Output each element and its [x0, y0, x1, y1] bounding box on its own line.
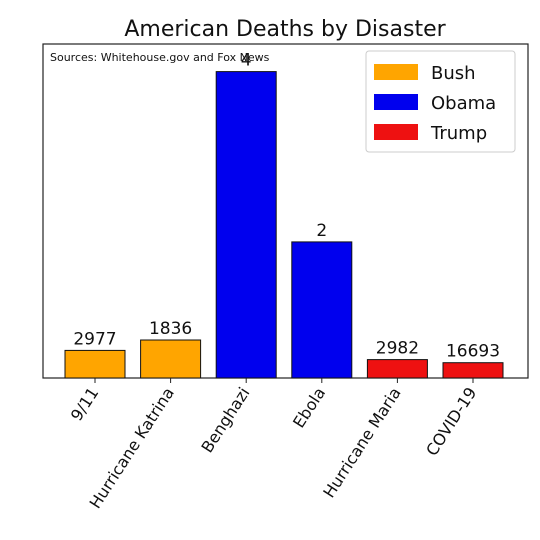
bar-value-label: 1836 — [149, 319, 192, 339]
chart-title: American Deaths by Disaster — [124, 17, 446, 42]
bars-group: 2977 1836 4 2 2982 16693 — [64, 51, 504, 379]
bar — [442, 362, 504, 379]
bar-value-label: 2 — [316, 221, 327, 241]
bar — [291, 241, 353, 379]
sources-note: Sources: Whitehouse.gov and Fox News — [50, 51, 270, 64]
x-tick-label: Ebola — [289, 384, 329, 432]
legend-label: Bush — [431, 63, 476, 84]
plot-frame — [42, 43, 529, 379]
legend-label: Trump — [430, 123, 487, 144]
legend-swatch — [374, 94, 418, 110]
x-tick-label: Hurricane Maria — [319, 384, 404, 501]
bar-value-label: 2982 — [376, 339, 419, 359]
bar — [64, 349, 126, 379]
bar — [366, 359, 428, 379]
legend-label: Obama — [431, 93, 496, 114]
legend-swatch — [374, 124, 418, 140]
bar-value-label: 2977 — [73, 329, 116, 349]
bar-value-label: 16693 — [446, 342, 500, 362]
bar — [215, 71, 277, 379]
x-tick-label: COVID-19 — [422, 384, 480, 459]
x-tick-label: Benghazi — [197, 384, 253, 456]
legend: Bush Obama Trump — [365, 50, 516, 153]
bar-value-label: 4 — [241, 51, 252, 71]
bar — [140, 339, 202, 379]
x-tick-label: Hurricane Katrina — [86, 384, 178, 512]
legend-swatch — [374, 64, 418, 80]
x-tick-label: 9/11 — [67, 384, 103, 424]
